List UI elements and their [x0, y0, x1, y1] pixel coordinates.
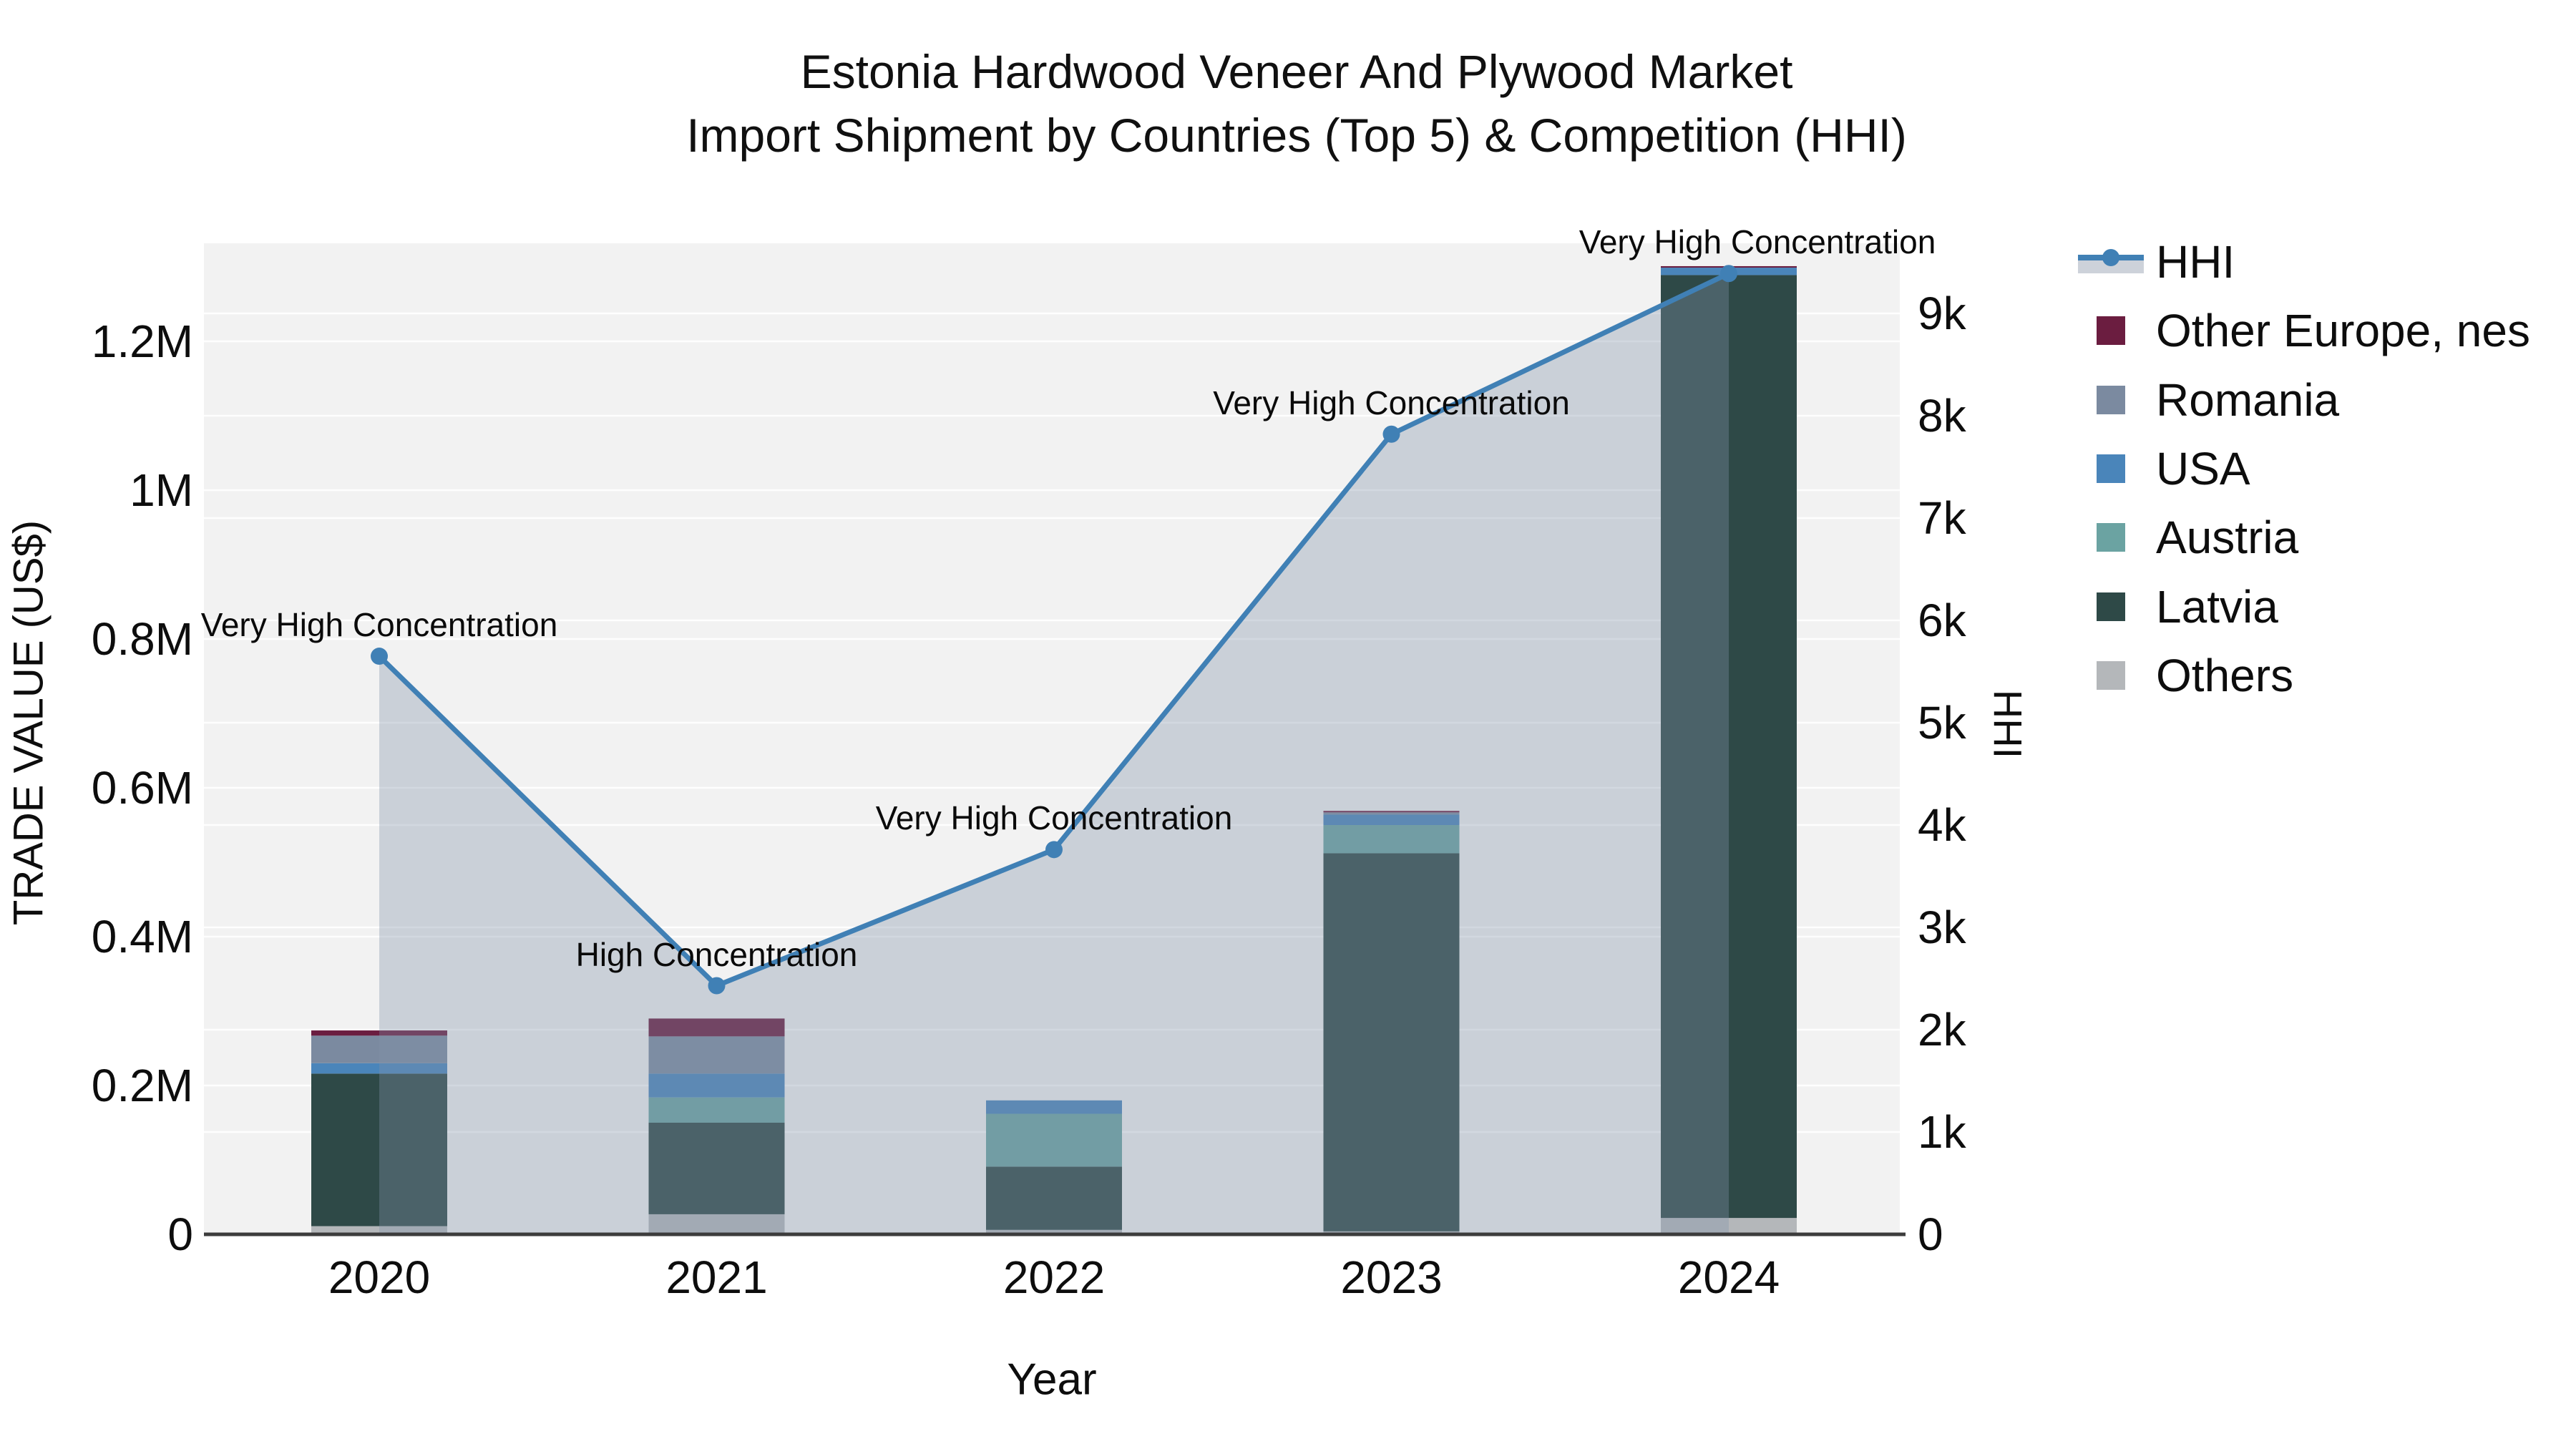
- x-axis-title: Year: [1007, 1355, 1097, 1405]
- y-right-tick-7k: 7k: [1918, 492, 1966, 544]
- y-left-tick-0.6M: 0.6M: [91, 762, 193, 814]
- bar-segment-2021-others[interactable]: [648, 1214, 785, 1234]
- legend-swatch-icon: [2097, 660, 2125, 690]
- bar-segment-2022-others[interactable]: [986, 1229, 1122, 1234]
- hhi-annotation-2020: Very High Concentration: [200, 606, 558, 644]
- bar-segment-2020-others[interactable]: [311, 1226, 447, 1234]
- y-left-axis-title: TRADE VALUE (US$): [5, 519, 52, 926]
- hhi-marker-2024[interactable]: [1720, 265, 1737, 283]
- bar-segment-2023-usa[interactable]: [1323, 814, 1460, 825]
- bar-segment-2023-other-europe-nes[interactable]: [1323, 811, 1460, 813]
- hhi-annotation-2023: Very High Concentration: [1213, 384, 1570, 421]
- chart-title: Estonia Hardwood Veneer And Plywood Mark…: [686, 40, 1907, 167]
- y-right-tick-1k: 1k: [1918, 1106, 1966, 1158]
- x-tick-2023: 2023: [1340, 1252, 1443, 1303]
- y-left-tick-1.2M: 1.2M: [91, 316, 193, 367]
- bar-segment-2021-other-europe-nes[interactable]: [648, 1018, 785, 1037]
- legend-swatch-icon: [2097, 316, 2125, 346]
- bar-segment-2024-latvia[interactable]: [1661, 275, 1797, 1219]
- y-right-tick-5k: 5k: [1918, 697, 1966, 748]
- y-right-tick-0: 0: [1918, 1209, 1943, 1260]
- hhi-annotation-2024: Very High Concentration: [1579, 223, 1936, 261]
- hhi-line-swatch-icon: [2078, 249, 2144, 273]
- hhi-marker-2020[interactable]: [371, 648, 388, 665]
- bar-segment-2020-usa[interactable]: [311, 1063, 447, 1074]
- x-tick-2022: 2022: [1002, 1252, 1106, 1303]
- y-left-tick-0.8M: 0.8M: [91, 613, 193, 665]
- x-tick-2024: 2024: [1677, 1252, 1780, 1303]
- hhi-annotation-2021: High Concentration: [575, 935, 858, 973]
- y-left-tick-0.2M: 0.2M: [91, 1060, 193, 1111]
- legend-swatch-icon: [2097, 385, 2125, 414]
- x-tick-2020: 2020: [328, 1252, 431, 1303]
- y-right-tick-3k: 3k: [1918, 902, 1966, 953]
- y-right-tick-2k: 2k: [1918, 1004, 1966, 1055]
- bar-segment-2020-other-europe-nes[interactable]: [311, 1030, 447, 1036]
- bar-segment-2023-latvia[interactable]: [1323, 853, 1460, 1231]
- bar-segment-2024-others[interactable]: [1661, 1218, 1797, 1234]
- legend-swatch-icon: [2097, 592, 2125, 621]
- legend-swatch-icon: [2097, 523, 2125, 552]
- hhi-marker-2022[interactable]: [1045, 841, 1063, 859]
- bar-segment-2021-latvia[interactable]: [648, 1123, 785, 1214]
- hhi-annotation-2022: Very High Concentration: [875, 799, 1233, 837]
- y-right-tick-4k: 4k: [1918, 799, 1966, 851]
- y-right-tick-8k: 8k: [1918, 390, 1966, 441]
- bar-segment-2022-austria[interactable]: [986, 1113, 1122, 1167]
- bar-segment-2022-usa[interactable]: [986, 1100, 1122, 1114]
- legend-label: Others: [2156, 649, 2294, 701]
- hhi-marker-2021[interactable]: [708, 977, 726, 995]
- y-left-tick-0: 0: [167, 1209, 193, 1260]
- legend-swatch-icon: [2097, 454, 2125, 483]
- y-left-tick-1M: 1M: [130, 464, 193, 516]
- bar-segment-2023-romania[interactable]: [1323, 812, 1460, 815]
- bar-segment-2020-latvia[interactable]: [311, 1073, 447, 1226]
- legend-label: HHI: [2156, 236, 2235, 288]
- chart-title-line1: Estonia Hardwood Veneer And Plywood Mark…: [800, 45, 1793, 98]
- hhi-marker-2023[interactable]: [1382, 425, 1400, 443]
- y-right-axis-title: HHI: [1985, 689, 2031, 759]
- y-left-tick-0.4M: 0.4M: [91, 911, 193, 962]
- legend-label: Austria: [2156, 512, 2299, 564]
- y-right-tick-6k: 6k: [1918, 595, 1966, 646]
- x-tick-2021: 2021: [665, 1252, 768, 1303]
- bar-segment-2023-austria[interactable]: [1323, 825, 1460, 854]
- plot-background: [204, 243, 1900, 1234]
- chart-title-line2: Import Shipment by Countries (Top 5) & C…: [686, 109, 1907, 162]
- legend-label: Latvia: [2156, 580, 2278, 633]
- bar-segment-2021-austria[interactable]: [648, 1097, 785, 1123]
- bar-segment-2021-romania[interactable]: [648, 1036, 785, 1074]
- bar-segment-2021-usa[interactable]: [648, 1073, 785, 1098]
- legend-label: Romania: [2156, 374, 2340, 426]
- bar-segment-2022-latvia[interactable]: [986, 1166, 1122, 1230]
- bar-segment-2020-romania[interactable]: [311, 1035, 447, 1063]
- legend-label: USA: [2156, 442, 2250, 494]
- legend-label: Other Europe, nes: [2156, 305, 2530, 357]
- y-right-tick-9k: 9k: [1918, 288, 1966, 339]
